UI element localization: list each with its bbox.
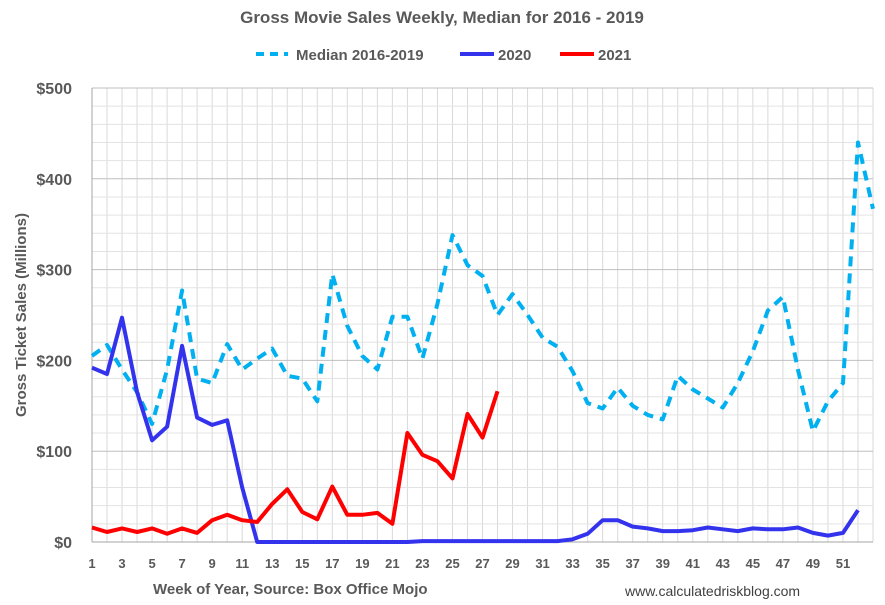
x-tick-label: 45 xyxy=(746,556,760,571)
legend-label-2021: 2021 xyxy=(598,47,631,64)
y-tick-label: $500 xyxy=(36,81,72,98)
x-tick-label: 33 xyxy=(565,556,579,571)
source-note: www.calculatedriskblog.com xyxy=(624,583,800,599)
x-tick-label: 21 xyxy=(385,556,399,571)
x-tick-label: 5 xyxy=(148,556,155,571)
y-tick-label: $200 xyxy=(36,353,72,370)
chart-title: Gross Movie Sales Weekly, Median for 201… xyxy=(240,8,644,27)
x-tick-label: 1 xyxy=(88,556,95,571)
y-tick-label: $100 xyxy=(36,444,72,461)
legend-item-2021: 2021 xyxy=(560,47,631,64)
x-tick-label: 15 xyxy=(295,556,309,571)
x-tick-label: 13 xyxy=(265,556,279,571)
y-tick-label: $300 xyxy=(36,263,72,280)
x-tick-label: 25 xyxy=(445,556,459,571)
legend-label-median: Median 2016-2019 xyxy=(296,47,424,64)
x-tick-label: 7 xyxy=(178,556,185,571)
x-tick-label: 31 xyxy=(535,556,549,571)
x-tick-label: 29 xyxy=(505,556,519,571)
x-tick-label: 49 xyxy=(806,556,820,571)
x-tick-label: 51 xyxy=(836,556,850,571)
y-axis-label: Gross Ticket Sales (Millions) xyxy=(13,213,30,417)
x-axis-label: Week of Year, Source: Box Office Mojo xyxy=(153,581,428,598)
x-tick-label: 43 xyxy=(716,556,730,571)
x-tick-label: 23 xyxy=(415,556,429,571)
legend-item-2020: 2020 xyxy=(460,47,531,64)
legend-label-2020: 2020 xyxy=(498,47,531,64)
x-tick-label: 37 xyxy=(625,556,639,571)
x-tick-label: 27 xyxy=(475,556,489,571)
x-tick-labels: 1 3 5 7 9 11 13 15 17 19 21 23 25 27 29 31 33 35 37 39 41 43 4… xyxy=(88,556,850,571)
legend: Median 2016-2019 2020 2021 xyxy=(256,47,631,64)
x-tick-label: 47 xyxy=(776,556,790,571)
x-tick-label: 9 xyxy=(209,556,216,571)
gridlines xyxy=(91,87,874,543)
x-tick-label: 35 xyxy=(595,556,609,571)
x-tick-label: 39 xyxy=(655,556,669,571)
x-tick-label: 19 xyxy=(355,556,369,571)
y-tick-label: $400 xyxy=(36,172,72,189)
x-tick-label: 11 xyxy=(235,556,249,571)
series-line-2021 xyxy=(91,390,500,536)
x-tick-label: 41 xyxy=(686,556,700,571)
y-tick-label: $0 xyxy=(54,535,72,552)
y-tick-labels: $0 $100 $200 $300 $400 $500 xyxy=(36,81,72,552)
x-tick-label: 3 xyxy=(118,556,125,571)
series-lines xyxy=(90,140,875,544)
legend-item-median: Median 2016-2019 xyxy=(256,47,424,64)
x-tick-label: 17 xyxy=(325,556,339,571)
series-line-median xyxy=(90,140,875,434)
series-line-2020 xyxy=(91,315,860,544)
